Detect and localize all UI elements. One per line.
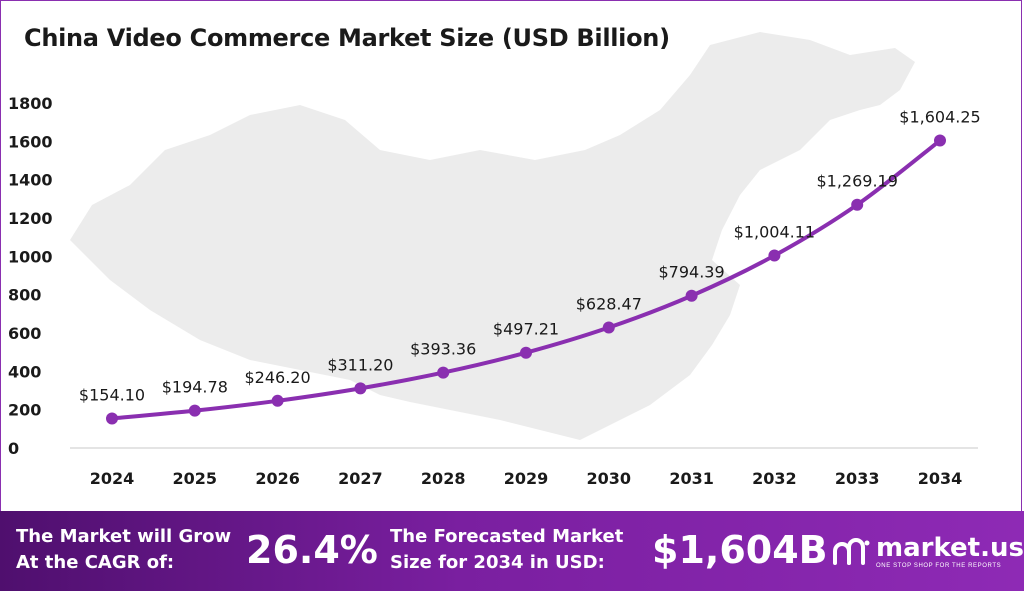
data-point [106, 412, 118, 425]
cagr-label-line1: The Market will Grow [16, 526, 232, 547]
forecast-label: The Forecasted Market Size for 2034 in U… [390, 524, 623, 576]
data-points [106, 134, 946, 425]
data-point [934, 134, 946, 147]
y-tick-label: 200 [8, 401, 41, 420]
x-tick-label: 2031 [669, 469, 714, 488]
data-label: $1,604.25 [899, 108, 980, 127]
data-label: $1,269.19 [816, 172, 897, 191]
market-us-logo-icon [833, 538, 870, 565]
data-label: $194.78 [162, 378, 228, 397]
x-tick-label: 2027 [338, 469, 383, 488]
x-tick-label: 2029 [504, 469, 549, 488]
data-point [685, 289, 698, 302]
cagr-value: 26.4% [246, 528, 378, 572]
chart-title: China Video Commerce Market Size (USD Bi… [24, 24, 670, 52]
x-tick-label: 2033 [835, 469, 880, 488]
data-point [271, 394, 284, 407]
x-tick-label: 2034 [918, 469, 963, 488]
x-tick-label: 2025 [173, 469, 218, 488]
y-tick-label: 400 [8, 362, 41, 381]
y-tick-label: 600 [8, 324, 41, 343]
brand-logo: market.us ONE STOP SHOP FOR THE REPORTS [830, 533, 1024, 573]
data-label: $628.47 [576, 295, 642, 314]
summary-banner: The Market will Grow At the CAGR of: 26.… [0, 511, 1024, 591]
y-tick-label: 1000 [8, 247, 53, 266]
y-tick-label: 0 [8, 439, 19, 458]
data-point [437, 366, 450, 379]
y-tick-label: 1600 [8, 132, 53, 151]
data-point [188, 404, 201, 417]
y-axis: 0 200 400 600 800 1000 1200 1400 1600 1800 [8, 94, 53, 458]
y-tick-label: 800 [8, 286, 41, 305]
data-label: $794.39 [659, 263, 725, 282]
cagr-label: The Market will Grow At the CAGR of: [16, 524, 231, 576]
forecast-value: $1,604B [652, 528, 828, 572]
y-tick-label: 1800 [8, 94, 53, 113]
x-tick-label: 2030 [587, 469, 632, 488]
data-labels: $154.10 $194.78 $246.20 $311.20 $393.36 $497.… [79, 108, 981, 405]
brand-name: market.us [876, 533, 1024, 563]
data-label: $1,004.11 [734, 223, 815, 242]
x-tick-label: 2028 [421, 469, 466, 488]
data-point [851, 198, 864, 211]
cagr-label-line2: At the CAGR of: [16, 552, 175, 573]
china-map-background [70, 32, 915, 440]
x-tick-label: 2024 [90, 469, 135, 488]
data-point [520, 346, 532, 359]
y-tick-label: 1400 [8, 171, 53, 190]
x-tick-label: 2026 [255, 469, 300, 488]
data-label: $246.20 [245, 368, 311, 387]
data-label: $393.36 [410, 340, 476, 359]
data-label: $154.10 [79, 385, 145, 404]
x-axis: 2024 2025 2026 2027 2028 2029 2030 2031 2032 2033… [90, 469, 963, 488]
data-point [354, 382, 367, 395]
data-point [602, 321, 615, 334]
brand-tagline: ONE STOP SHOP FOR THE REPORTS [876, 563, 1002, 569]
forecast-label-line1: The Forecasted Market [390, 526, 624, 547]
data-label: $311.20 [327, 355, 393, 374]
x-tick-label: 2032 [752, 469, 797, 488]
data-label: $497.21 [493, 320, 559, 339]
forecast-label-line2: Size for 2034 in USD: [390, 552, 605, 573]
y-tick-label: 1200 [8, 209, 53, 228]
data-point [768, 249, 781, 262]
